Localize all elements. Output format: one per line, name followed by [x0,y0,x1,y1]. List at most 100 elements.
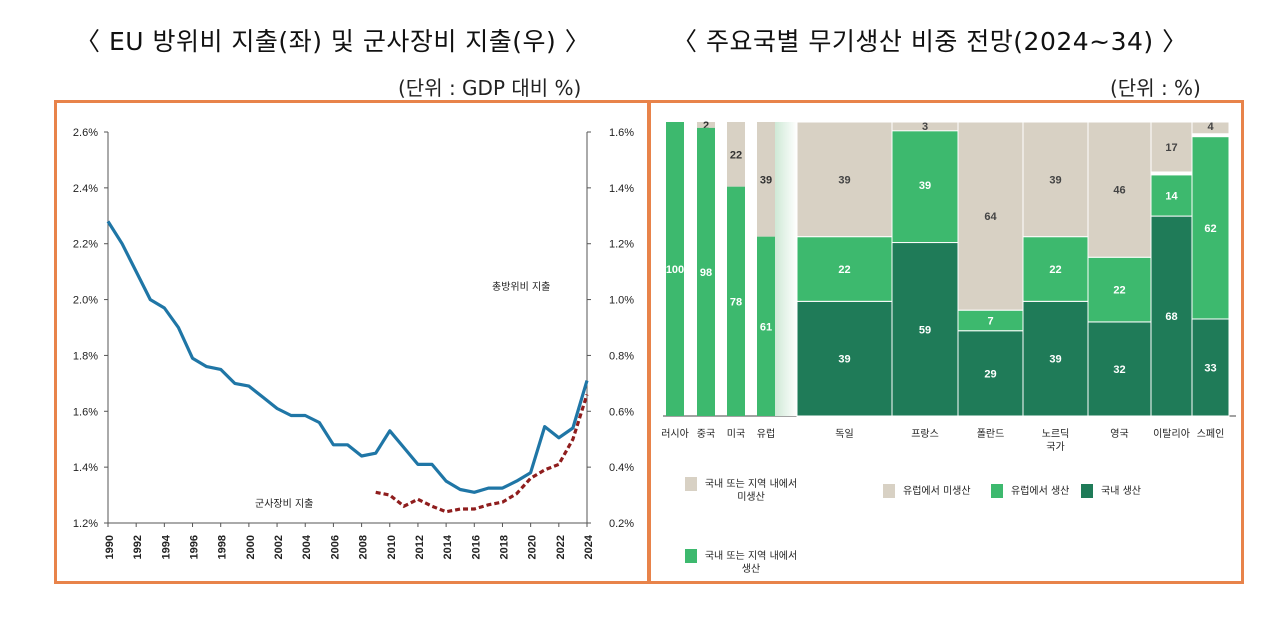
bar-segment-domestic [1087,321,1152,417]
bar-value-label: 98 [700,267,712,279]
bar-value-label: 39 [1049,174,1061,186]
bar-category-label: 영국 [1110,428,1128,440]
bar-segment-europe [796,236,893,302]
bar-segment-produced [666,122,684,416]
bar-value-label: 78 [730,296,742,308]
bar-value-label: 14 [1165,191,1178,203]
legend-swatch [883,484,895,498]
bar-segment-produced [757,236,775,416]
x-tick-label: 2010 [386,535,398,559]
bar-value-label: 61 [760,321,772,333]
defense-spending-series-label: 총방위비 지출 [492,280,550,293]
left-y-tick-label: 1.2% [73,518,98,530]
bar-segment-domestic [957,330,1024,417]
military-equipment-line [375,394,589,514]
bar-value-label: 39 [1049,354,1061,366]
x-tick-label: 2006 [329,535,341,559]
bar-segment-produced [727,186,745,416]
x-tick-label: 2004 [301,534,313,559]
bar-category-label: 중국 [697,428,715,440]
bar-value-label: 39 [838,354,850,366]
right-y-tick-label: 0.8% [609,350,634,362]
left-y-tick-label: 2.4% [73,183,98,195]
defense-spending-line-chart: 2.6% 2.4% 2.2% 2.0% 1.8% 1.6% 1.4% 1.2% 1.6% 1.4%… [73,127,634,559]
bar-segment-not-in-europe [1191,121,1230,135]
bar-segment-not-in-europe [796,121,893,238]
legend-label: 국내 또는 지역 내에서 [705,550,797,562]
x-tick-label: 1990 [104,535,116,559]
bar-segment-produced [697,127,715,416]
bar-value-label: 22 [730,149,742,161]
left-y-tick-label: 2.6% [73,127,98,139]
right-y-tick-label: 1.0% [609,295,634,307]
bar-category-label: 이탈리아 [1153,427,1190,440]
x-tick-label: 1998 [217,535,229,559]
bar-value-label: 62 [1204,223,1216,235]
legend-swatch [685,549,697,563]
bar-value-label: 100 [666,264,684,276]
weapons-production-panel: 100 러시아 2 98 중국 22 78 미국 39 61 유럽 39 22 39 독일 59 39 3 프랑스 2… [648,100,1244,584]
right-chart-title: 〈 주요국별 무기생산 비중 전망(2024~34) 〉 [672,27,1188,56]
bar-value-label: 22 [838,264,850,276]
left-y-tick-label: 1.6% [73,406,98,418]
x-tick-label: 2024 [583,534,595,559]
bar-segment-domestic [1191,318,1230,417]
bar-segment-europe [1087,256,1152,323]
bar-value-label: 39 [760,174,772,186]
bar-value-label: 59 [919,324,931,336]
x-tick-label: 2012 [414,535,426,559]
bar-value-label: 17 [1165,142,1177,154]
legend-label: 국내 또는 지역 내에서 [705,478,797,490]
right-y-tick-label: 1.6% [609,127,634,139]
weapons-production-bar-chart: 100 러시아 2 98 중국 22 78 미국 39 61 유럽 39 22 39 독일 59 39 3 프랑스 2… [661,120,1236,575]
bar-value-label: 3 [922,121,928,133]
right-y-tick-label: 0.4% [609,462,634,474]
x-tick-label: 2022 [555,535,567,559]
bar-category-label: 프랑스 [911,428,939,440]
left-y-tick-label: 2.0% [73,295,98,307]
bar-value-label: 29 [984,368,996,380]
bar-segment-domestic [891,242,959,417]
x-tick-label: 2016 [470,535,482,559]
bar-segment-not-produced [697,122,715,128]
bar-value-label: 33 [1204,362,1216,374]
left-y-tick-label: 1.8% [73,350,98,362]
right-y-tick-label: 0.2% [609,518,634,530]
bar-category-label: 스페인 [1197,428,1225,440]
bar-value-label: 39 [838,174,850,186]
bar-category-label: 국가 [1046,441,1064,453]
legend-label: 생산 [742,563,760,575]
bar-segment-europe [1191,136,1230,320]
europe-breakdown-connector [775,122,797,416]
bar-segment-europe [1150,174,1193,217]
bar-value-label: 46 [1113,185,1125,197]
bar-segment-europe [1022,236,1089,302]
bar-segment-domestic [796,300,893,417]
legend-label: 미생산 [737,491,765,503]
bar-segment-not-produced [727,122,745,187]
bar-value-label: 22 [1113,285,1125,297]
bar-category-label: 폴란드 [977,428,1005,440]
x-tick-label: 2018 [498,535,510,559]
bar-segment-not-in-europe [1022,121,1089,238]
bar-value-label: 32 [1113,364,1125,376]
bar-value-label: 22 [1049,264,1061,276]
bar-category-label: 유럽 [757,428,775,440]
bar-segment-not-produced [757,122,775,237]
x-tick-label: 2002 [273,535,285,559]
left-y-tick-label: 1.4% [73,462,98,474]
right-y-tick-label: 0.6% [609,406,634,418]
x-tick-label: 1996 [189,535,201,559]
right-chart-unit: (단위 : %) [1110,76,1201,100]
x-tick-label: 2020 [527,535,539,559]
bar-category-label: 독일 [835,428,853,440]
bar-value-label: 39 [919,180,931,192]
legend-label: 유럽에서 미생산 [903,485,971,497]
legend-label: 유럽에서 생산 [1011,485,1069,497]
right-y-tick-label: 1.2% [609,239,634,251]
defense-spending-line [106,220,589,494]
x-tick-label: 1992 [132,535,144,559]
bar-category-label: 미국 [727,428,745,440]
x-tick-label: 2000 [245,535,257,559]
military-equipment-series-label: 군사장비 지출 [255,498,313,510]
